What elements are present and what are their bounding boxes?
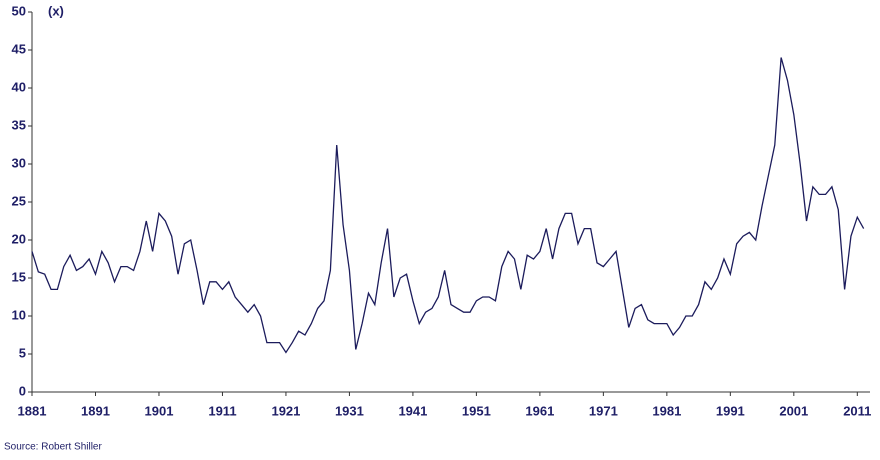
y-tick-label: 40 xyxy=(12,79,26,94)
y-tick-label: 30 xyxy=(12,155,26,170)
x-tick-label: 1901 xyxy=(145,403,174,418)
x-tick-label: 1971 xyxy=(589,403,618,418)
x-tick-label: 1881 xyxy=(18,403,47,418)
y-tick-label: 5 xyxy=(19,345,26,360)
source: Source: Robert Shiller xyxy=(4,442,102,453)
line xyxy=(31,57,865,354)
x-tick-label: 1911 xyxy=(208,403,236,418)
x-tick-label: 1931 xyxy=(335,403,364,418)
x-tick-label: 1891 xyxy=(81,403,110,418)
x-tick-label: 1981 xyxy=(652,403,681,418)
x-tick-label: 2001 xyxy=(779,403,808,418)
y-tick-label: 20 xyxy=(12,231,26,246)
y-tick-label: 35 xyxy=(12,117,26,132)
y-tick-label: 50 xyxy=(12,3,26,18)
x-tick-label: 1951 xyxy=(462,403,491,418)
axis-unit-label: (x) xyxy=(48,3,64,18)
y-tick-label: 25 xyxy=(12,193,26,208)
x-tick-label: 2011 xyxy=(843,403,871,418)
x-tick-label: 1941 xyxy=(398,403,427,418)
y-tick-label: 15 xyxy=(12,269,26,284)
y-tick-label: 0 xyxy=(19,383,26,398)
x-tick-label: 1991 xyxy=(716,403,745,418)
y-tick-label: 10 xyxy=(12,307,26,322)
x-tick-label: 1921 xyxy=(271,403,300,418)
x-tick-label: 1961 xyxy=(525,403,554,418)
y-tick-label: 45 xyxy=(12,41,26,56)
